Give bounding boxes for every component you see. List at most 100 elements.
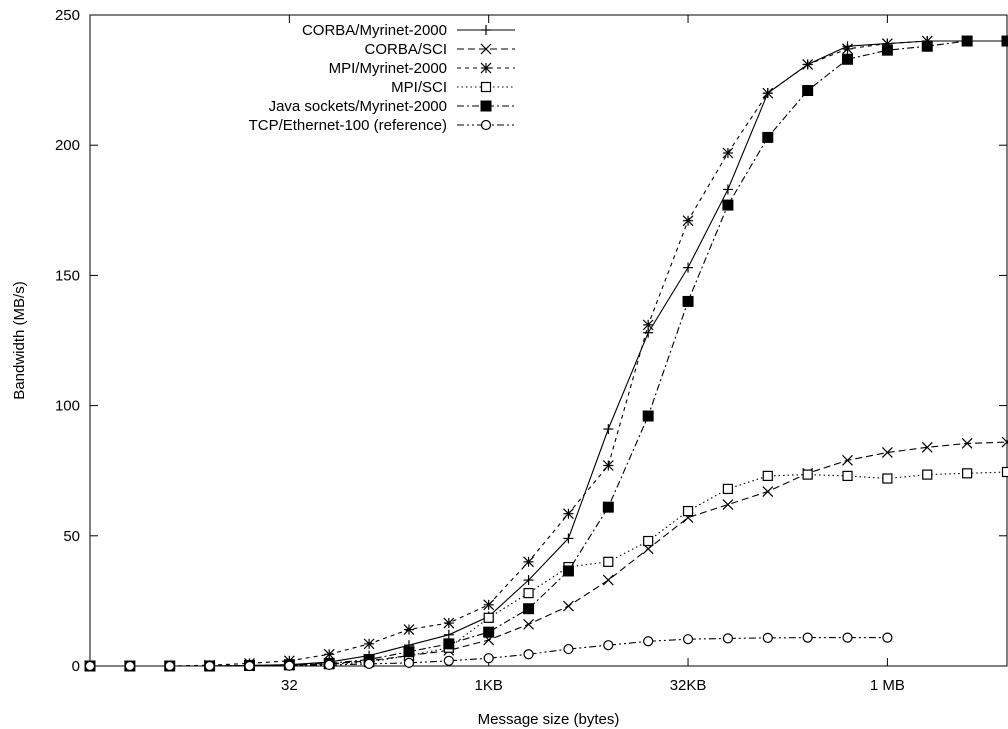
data-point xyxy=(403,624,415,635)
data-point xyxy=(523,575,534,586)
y-tick-label: 250 xyxy=(55,7,80,24)
series-line-2 xyxy=(90,40,1007,667)
data-point xyxy=(921,441,933,453)
data-point xyxy=(523,587,534,599)
y-tick-label: 150 xyxy=(55,267,80,284)
data-point xyxy=(1001,466,1008,478)
data-point xyxy=(682,634,694,645)
data-point xyxy=(762,486,774,497)
series-line-0 xyxy=(90,40,1007,667)
data-point xyxy=(403,657,415,668)
data-point xyxy=(1001,35,1008,47)
x-tick-label: 32 xyxy=(281,677,298,694)
data-point xyxy=(802,469,813,480)
x-tick-label: 1 MB xyxy=(870,677,905,694)
data-point xyxy=(722,483,734,495)
x-tick-label: 32KB xyxy=(670,677,707,694)
plot-border xyxy=(89,14,1008,667)
series-line-3 xyxy=(90,471,1008,667)
data-point xyxy=(722,147,734,159)
data-point xyxy=(722,633,734,644)
data-point xyxy=(881,447,893,458)
legend-item-0: CORBA/Myrinet-2000 xyxy=(302,22,515,39)
data-point xyxy=(443,638,455,650)
data-point xyxy=(602,501,614,513)
data-point xyxy=(962,468,973,479)
y-axis-label: Bandwidth (MB/s) xyxy=(11,281,28,399)
legend-label: MPI/SCI xyxy=(391,79,447,96)
data-point xyxy=(523,618,534,630)
series-line-1 xyxy=(90,441,1008,667)
legend-swatch-marker xyxy=(480,100,492,112)
legend-label: TCP/Ethernet-100 (reference) xyxy=(249,117,447,134)
y-tick-label: 0 xyxy=(72,658,80,675)
legend: CORBA/Myrinet-2000 CORBA/SCI MPI/Myrinet-2… xyxy=(249,22,515,134)
data-point xyxy=(443,629,454,640)
legend-item-1: CORBA/SCI xyxy=(364,41,515,58)
data-point xyxy=(84,660,96,672)
data-point xyxy=(882,473,893,484)
series-1 xyxy=(84,436,1008,672)
data-point xyxy=(842,53,854,65)
legend-label: MPI/Myrinet-2000 xyxy=(329,60,447,77)
data-point xyxy=(443,655,454,666)
data-point xyxy=(483,626,495,638)
data-point xyxy=(603,424,614,435)
series-layer xyxy=(84,35,1008,672)
legend-swatch-marker xyxy=(480,43,492,55)
series-2 xyxy=(84,35,1008,672)
legend-label: CORBA/SCI xyxy=(364,41,447,58)
data-point xyxy=(881,44,893,56)
data-point xyxy=(164,660,175,672)
series-4 xyxy=(84,35,1008,672)
data-point xyxy=(762,632,773,643)
series-0 xyxy=(85,36,1008,671)
data-point xyxy=(563,533,574,544)
data-point xyxy=(842,470,853,482)
data-point xyxy=(722,199,734,211)
data-point xyxy=(922,469,933,480)
data-point xyxy=(284,660,295,671)
data-point xyxy=(523,556,534,568)
data-point xyxy=(324,659,335,671)
legend-item-4: Java sockets/Myrinet-2000 xyxy=(269,98,515,115)
data-point xyxy=(682,505,694,517)
legend-item-3: MPI/SCI xyxy=(391,79,515,96)
series-line-5 xyxy=(90,637,888,667)
legend-swatch-marker xyxy=(480,81,492,93)
data-point xyxy=(483,599,495,611)
plot-frame xyxy=(89,14,1008,667)
data-point xyxy=(1001,436,1008,448)
data-point xyxy=(523,649,534,660)
data-point xyxy=(603,640,614,651)
data-point xyxy=(961,437,973,449)
data-point xyxy=(802,59,814,70)
data-point xyxy=(921,40,933,52)
data-point xyxy=(643,535,654,547)
data-point xyxy=(523,603,535,615)
data-point xyxy=(244,660,255,672)
x-axis-label: Message size (bytes) xyxy=(478,711,620,728)
data-point xyxy=(124,660,135,672)
data-point xyxy=(842,43,853,55)
data-point xyxy=(882,632,893,643)
data-point xyxy=(642,319,654,331)
data-point xyxy=(563,600,574,612)
data-point xyxy=(443,617,455,629)
data-point xyxy=(643,636,654,647)
data-point xyxy=(563,508,574,520)
data-point xyxy=(563,643,574,655)
y-axis-ticks: 0 50 100 150 200 250 xyxy=(55,7,1007,675)
legend-item-2: MPI/Myrinet-2000 xyxy=(329,60,515,77)
data-point xyxy=(842,632,853,643)
data-point xyxy=(842,454,853,466)
data-point xyxy=(483,612,494,623)
data-point xyxy=(603,556,614,567)
data-point xyxy=(722,499,734,510)
series-3 xyxy=(84,466,1008,672)
data-point xyxy=(762,470,773,482)
data-point xyxy=(682,215,694,227)
data-point xyxy=(363,638,375,650)
legend-swatch-marker xyxy=(481,25,491,35)
